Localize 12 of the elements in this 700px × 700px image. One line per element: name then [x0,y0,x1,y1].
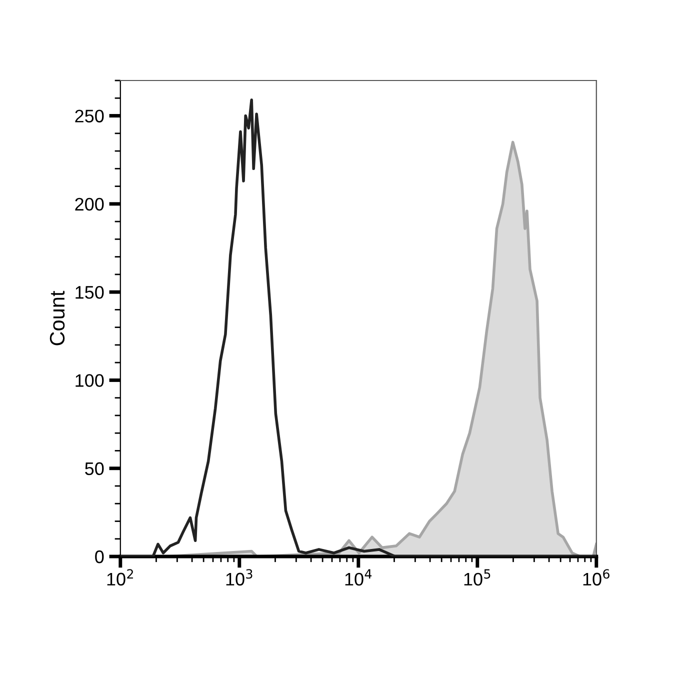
x-tick-label: 10$^{4}$ [345,569,372,586]
y-tick-label: 250 [75,110,104,122]
y-tick-label: 50 [85,462,104,476]
x-tick-label: 10$^{3}$ [226,569,252,586]
y-tick-label: 150 [76,286,104,299]
y-tick-label: 100 [76,374,104,387]
y-axis-title: Count [50,290,65,346]
y-tick-label: 200 [75,198,104,211]
x-tick-label: 10$^{6}$ [583,569,610,586]
x-tick-label: 10$^{5}$ [464,569,490,586]
y-tick-label: 0 [95,550,104,564]
x-tick-label: 10$^{2}$ [107,569,133,586]
